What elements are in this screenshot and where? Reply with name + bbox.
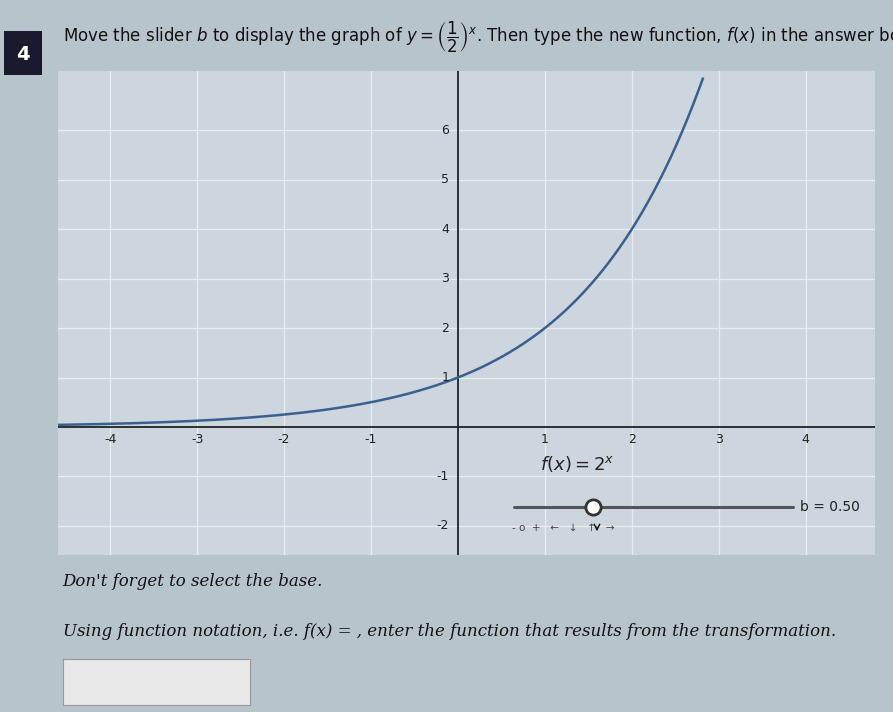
Text: -3: -3	[191, 434, 204, 446]
Text: 3: 3	[714, 434, 722, 446]
Text: 1: 1	[441, 371, 449, 384]
Text: -1: -1	[364, 434, 377, 446]
Text: 6: 6	[441, 124, 449, 137]
Text: Using function notation, i.e. f(x) = , enter the function that results from the : Using function notation, i.e. f(x) = , e…	[63, 623, 836, 640]
Text: 4: 4	[16, 46, 30, 64]
Text: 3: 3	[441, 272, 449, 286]
Text: b = 0.50: b = 0.50	[799, 500, 859, 514]
Text: 4: 4	[441, 223, 449, 236]
Text: -4: -4	[104, 434, 116, 446]
Text: 4: 4	[802, 434, 810, 446]
Text: -2: -2	[278, 434, 290, 446]
Text: Move the slider $b$ to display the graph of $y = \left(\dfrac{1}{2}\right)^x$. T: Move the slider $b$ to display the graph…	[63, 20, 893, 55]
Text: -1: -1	[437, 470, 449, 483]
Text: -2: -2	[437, 519, 449, 532]
Text: - o  +   ←   ↓   ↑   →: - o + ← ↓ ↑ →	[512, 523, 614, 533]
Text: $f(x) = 2^x$: $f(x) = 2^x$	[540, 454, 614, 474]
Text: 2: 2	[628, 434, 636, 446]
Text: 1: 1	[541, 434, 549, 446]
Text: 2: 2	[441, 322, 449, 335]
Text: Don't forget to select the base.: Don't forget to select the base.	[63, 573, 323, 590]
Text: 5: 5	[441, 174, 449, 187]
